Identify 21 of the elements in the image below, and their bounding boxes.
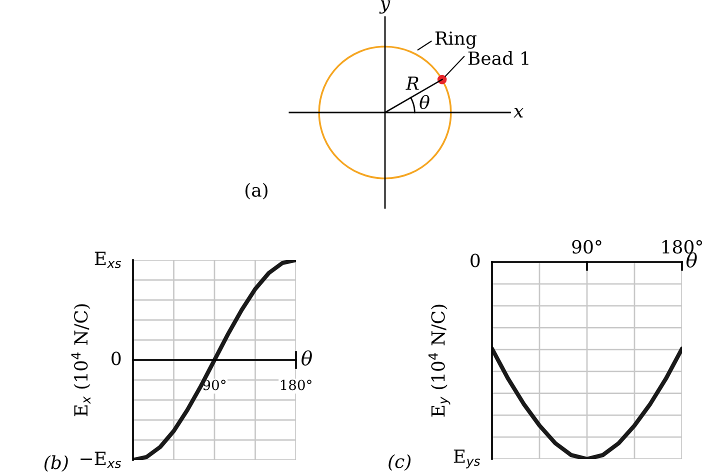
text: 0: [470, 254, 480, 268]
y-axis-title: E$_{x}$ (10$^{4}$ N/C): [71, 304, 90, 416]
text: E$_{xs}$: [94, 252, 122, 268]
text: x: [514, 108, 524, 118]
x-axis-title: θ: [686, 252, 697, 268]
x-tick-label: 180°: [662, 240, 702, 254]
x-tick-label: 180°: [280, 380, 312, 390]
text: (a): [245, 182, 268, 200]
text: (b): [44, 455, 68, 472]
text: R: [406, 76, 419, 90]
text: y: [379, 0, 390, 14]
text: θ: [420, 95, 430, 110]
text: −E$_{xs}$: [80, 452, 122, 468]
text: E$_{ys}$: [454, 450, 480, 468]
text: (c): [388, 454, 411, 471]
y-axis-title: E$_{y}$ (10$^{4}$ N/C): [428, 304, 450, 417]
x-tick-label: 90°: [572, 240, 602, 254]
text: Bead 1: [468, 51, 528, 66]
text: Ring: [435, 31, 476, 49]
x-axis-title: θ: [302, 350, 312, 366]
text: 0: [112, 352, 121, 366]
